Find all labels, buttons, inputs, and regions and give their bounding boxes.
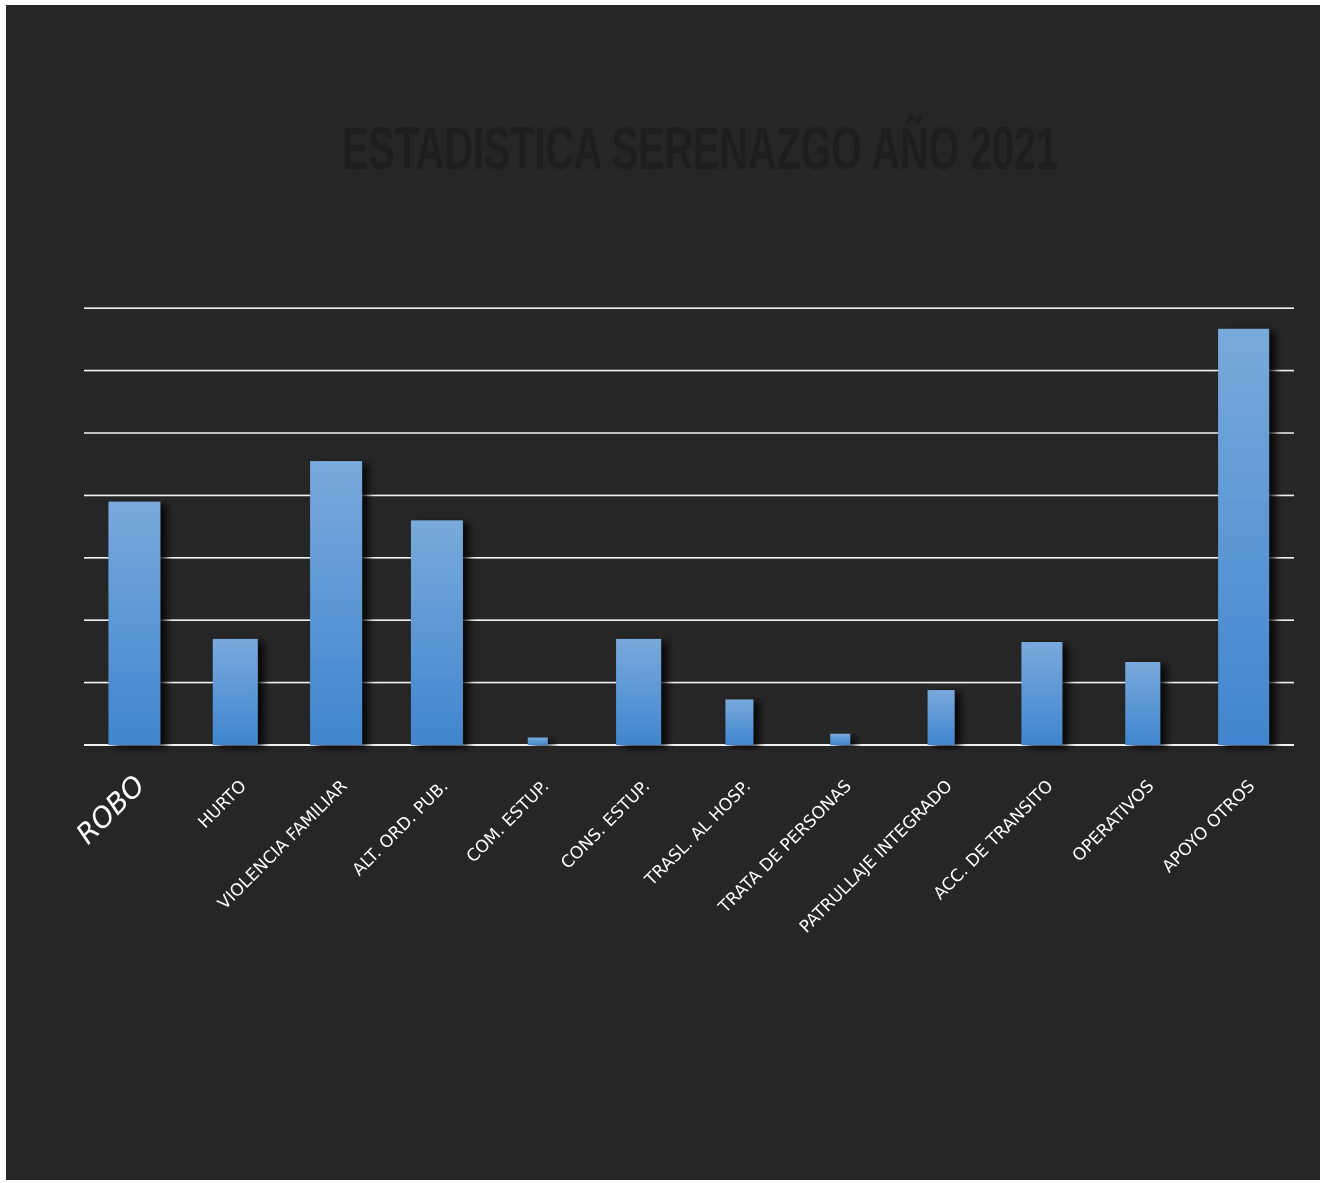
bar-chart: ESTADISTICA SERENAZGO AÑO 2021 ROBO HURTO… (70, 115, 1294, 938)
bars (108, 328, 1270, 745)
category-label-2: HURTO (195, 776, 251, 832)
category-label-6: CONS. ESTUP. (557, 776, 654, 873)
bar-6 (616, 638, 662, 745)
bar-12 (1218, 328, 1270, 745)
bar-11 (1125, 662, 1161, 745)
bar-1 (108, 501, 161, 745)
bar-9 (927, 690, 955, 745)
category-label-11: OPERATIVOS (1069, 776, 1159, 866)
bar-7 (725, 699, 754, 745)
bar-5 (527, 737, 548, 745)
category-label-12: APOYO OTROS (1158, 776, 1259, 877)
chart-title: ESTADISTICA SERENAZGO AÑO 2021 (342, 115, 1058, 182)
category-label-5: COM. ESTUP. (463, 776, 554, 867)
category-label-4: ALT. ORD. PUB. (349, 776, 453, 880)
category-label-1: ROBO (70, 769, 152, 851)
bar-10 (1021, 642, 1063, 745)
chart-area: ESTADISTICA SERENAZGO AÑO 2021 ROBO HURTO… (6, 5, 1320, 1180)
category-label-7: TRASL. AL HOSP. (641, 776, 755, 890)
gridlines (84, 307, 1294, 746)
bar-4 (410, 520, 463, 745)
bar-2 (212, 638, 258, 745)
bar-8 (830, 733, 851, 745)
bar-3 (310, 461, 363, 745)
